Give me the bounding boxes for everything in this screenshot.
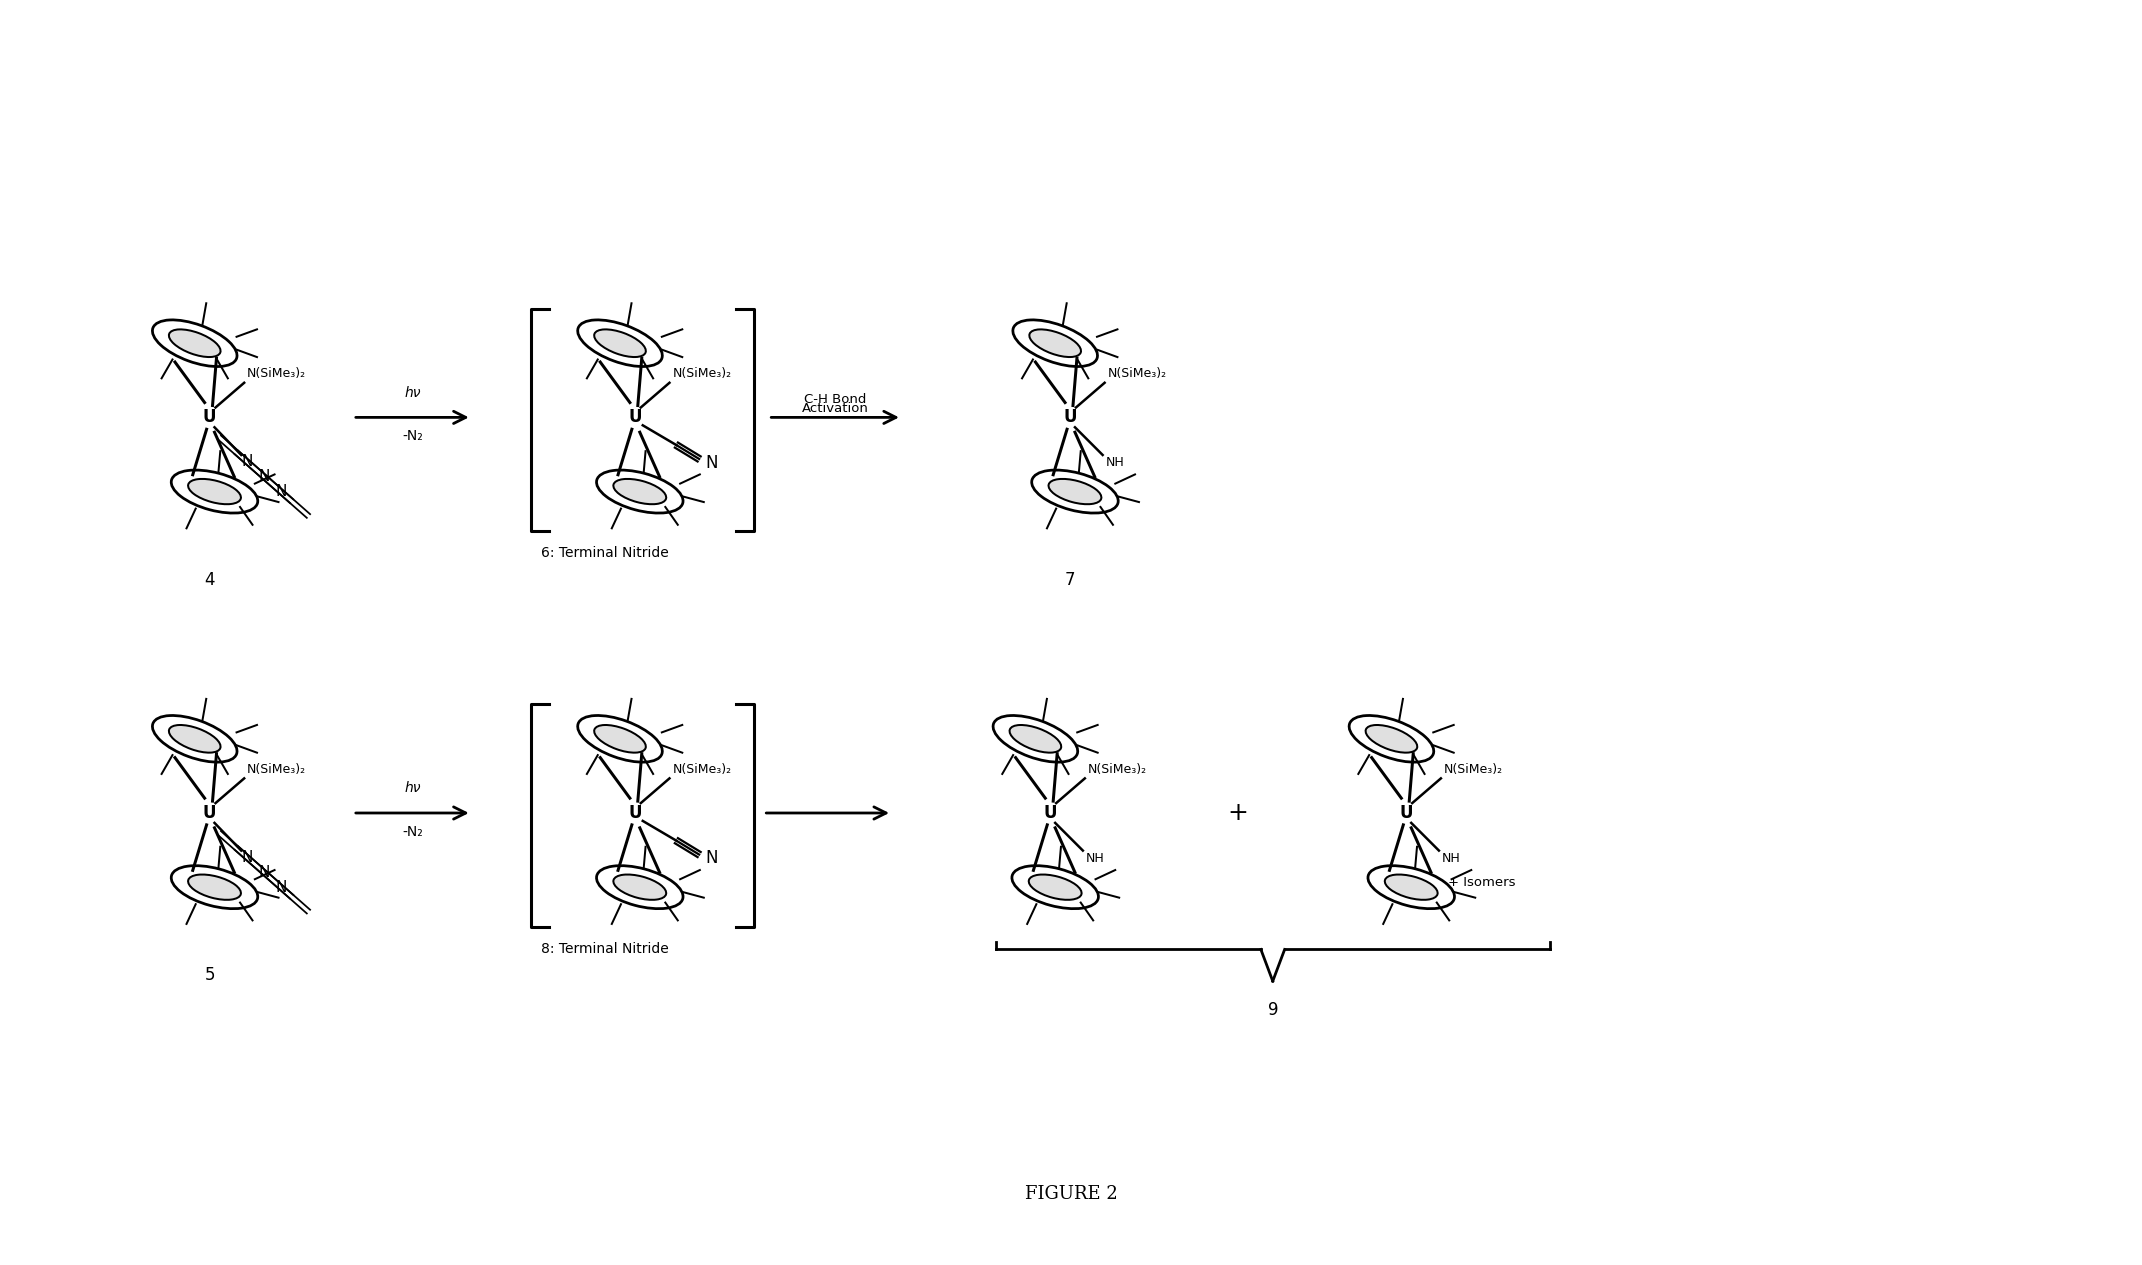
Text: 7: 7 [1065, 571, 1075, 588]
Text: 4: 4 [203, 571, 214, 588]
Text: N(SiMe₃)₂: N(SiMe₃)₂ [673, 367, 733, 381]
Text: U: U [203, 409, 216, 426]
Text: NH: NH [1442, 853, 1461, 865]
Text: U: U [203, 805, 216, 822]
Text: N: N [705, 454, 718, 472]
Text: N: N [274, 879, 287, 894]
Ellipse shape [593, 329, 647, 357]
Ellipse shape [1384, 874, 1437, 899]
Text: + Isomers: + Isomers [1448, 875, 1514, 889]
Text: 6: Terminal Nitride: 6: Terminal Nitride [542, 546, 668, 560]
Text: U: U [1043, 805, 1056, 822]
Text: C-H Bond: C-H Bond [803, 392, 865, 406]
Text: Activation: Activation [801, 402, 868, 415]
Ellipse shape [613, 874, 666, 899]
Text: U: U [1399, 805, 1414, 822]
Text: 9: 9 [1268, 1001, 1279, 1018]
Ellipse shape [1050, 479, 1101, 505]
Text: N(SiMe₃)₂: N(SiMe₃)₂ [1444, 763, 1504, 775]
Text: NH: NH [1105, 457, 1125, 469]
Text: N: N [242, 454, 253, 469]
Text: N: N [259, 865, 270, 880]
Text: 5: 5 [203, 966, 214, 984]
Ellipse shape [188, 479, 240, 505]
Text: NH: NH [1086, 853, 1105, 865]
Text: N: N [274, 484, 287, 500]
Ellipse shape [1028, 874, 1082, 899]
Text: U: U [1062, 409, 1077, 426]
Text: U: U [628, 805, 643, 822]
Ellipse shape [188, 874, 240, 899]
Text: N: N [259, 469, 270, 484]
Text: N(SiMe₃)₂: N(SiMe₃)₂ [1088, 763, 1146, 775]
Text: +: + [1227, 801, 1249, 825]
Ellipse shape [1030, 329, 1082, 357]
Ellipse shape [613, 479, 666, 505]
Text: N(SiMe₃)₂: N(SiMe₃)₂ [246, 763, 306, 775]
Text: N(SiMe₃)₂: N(SiMe₃)₂ [673, 763, 733, 775]
Text: 8: Terminal Nitride: 8: Terminal Nitride [542, 941, 668, 955]
Ellipse shape [1009, 725, 1060, 753]
Text: -N₂: -N₂ [403, 825, 422, 839]
Text: N(SiMe₃)₂: N(SiMe₃)₂ [1107, 367, 1167, 381]
Text: N: N [705, 850, 718, 868]
Text: -N₂: -N₂ [403, 429, 422, 443]
Text: U: U [628, 409, 643, 426]
Ellipse shape [1367, 725, 1418, 753]
Ellipse shape [593, 725, 647, 753]
Text: FIGURE 2: FIGURE 2 [1024, 1185, 1118, 1203]
Text: N: N [242, 850, 253, 865]
Ellipse shape [169, 329, 221, 357]
Ellipse shape [169, 725, 221, 753]
Text: N(SiMe₃)₂: N(SiMe₃)₂ [246, 367, 306, 381]
Text: hν: hν [405, 386, 420, 400]
Text: hν: hν [405, 782, 420, 796]
